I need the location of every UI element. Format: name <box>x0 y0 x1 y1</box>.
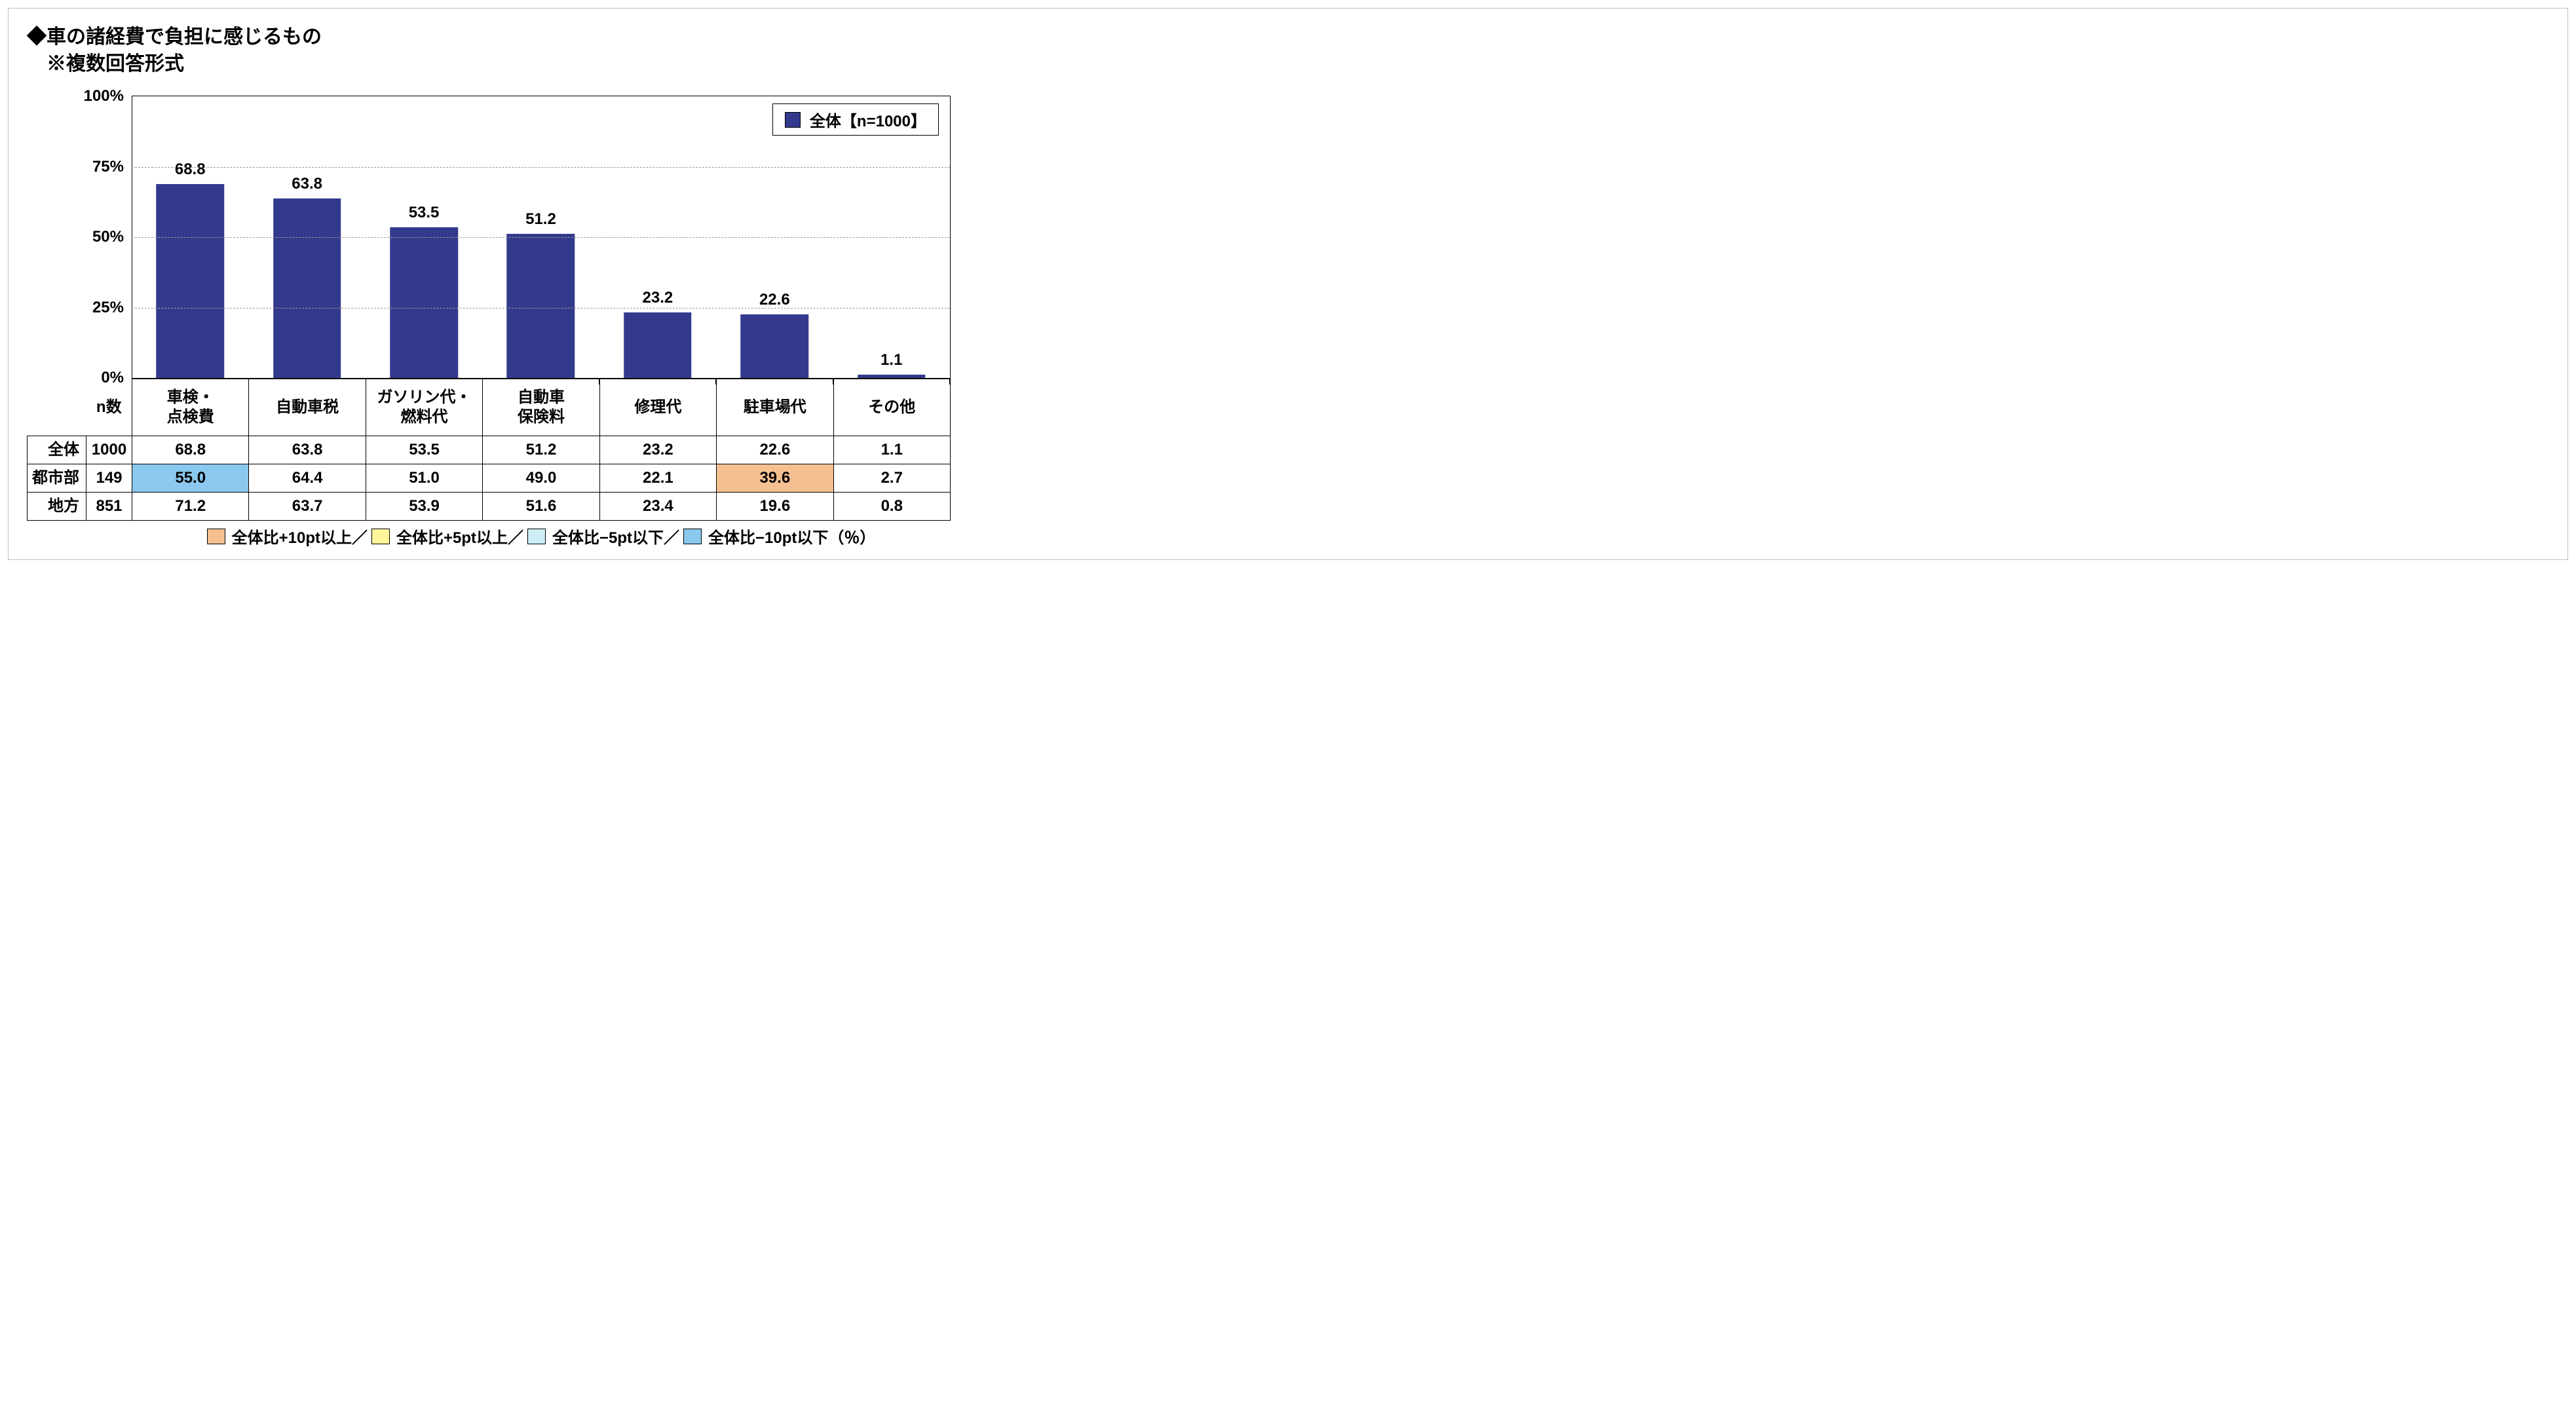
title-line2: ※複数回答形式 <box>27 51 2549 78</box>
n-value: 149 <box>86 464 132 493</box>
y-tick-label: 0% <box>75 369 124 387</box>
x-tick <box>599 378 715 384</box>
footer-label: 全体比+10pt以上／ <box>232 525 368 548</box>
footer-swatch <box>683 529 702 544</box>
data-table: n数車検・点検費自動車税ガソリン代・燃料代自動車保険料修理代駐車場代その他全体1… <box>27 379 951 521</box>
data-cell: 1.1 <box>833 436 950 464</box>
data-cell: 0.8 <box>833 493 950 521</box>
y-tick-label: 75% <box>75 158 124 176</box>
bar <box>273 198 341 378</box>
data-cell: 71.2 <box>132 493 249 521</box>
series-legend: 全体【n=1000】 <box>772 103 939 136</box>
row-label: 都市部 <box>28 464 86 493</box>
category-label: ガソリン代・燃料代 <box>366 379 482 436</box>
bar <box>624 312 691 378</box>
page-container: ◆車の諸経費で負担に感じるもの ※複数回答形式 全体【n=1000】 68.86… <box>8 8 2568 560</box>
x-tick <box>248 378 365 384</box>
bar <box>390 227 457 378</box>
data-cell: 2.7 <box>833 464 950 493</box>
bar <box>156 184 223 378</box>
y-tick-label: 50% <box>75 228 124 246</box>
bar <box>741 314 808 378</box>
data-cell: 23.4 <box>599 493 716 521</box>
bar-value-label: 1.1 <box>881 351 902 369</box>
n-value: 851 <box>86 493 132 521</box>
data-cell: 63.8 <box>249 436 366 464</box>
bar-value-label: 22.6 <box>759 291 790 309</box>
data-cell: 68.8 <box>132 436 249 464</box>
data-cell: 39.6 <box>717 464 833 493</box>
category-label: 自動車税 <box>249 379 366 436</box>
chart-area: 全体【n=1000】 68.863.853.551.223.222.61.1 0… <box>132 96 951 548</box>
x-tick <box>482 378 599 384</box>
data-cell: 51.6 <box>483 493 599 521</box>
data-cell: 64.4 <box>249 464 366 493</box>
legend-label: 全体【n=1000】 <box>810 108 926 131</box>
data-cell: 51.2 <box>483 436 599 464</box>
x-tick-marks <box>132 378 950 384</box>
data-cell: 53.9 <box>366 493 482 521</box>
category-label: 自動車保険料 <box>483 379 599 436</box>
category-row: n数車検・点検費自動車税ガソリン代・燃料代自動車保険料修理代駐車場代その他 <box>28 379 951 436</box>
data-cell: 19.6 <box>717 493 833 521</box>
bar-value-label: 68.8 <box>175 160 206 179</box>
footer-swatch <box>527 529 546 544</box>
category-label: 修理代 <box>599 379 716 436</box>
title-line1: ◆車の諸経費で負担に感じるもの <box>27 26 322 48</box>
category-label: その他 <box>833 379 950 436</box>
category-label: 車検・点検費 <box>132 379 249 436</box>
footer-label: 全体比−10pt以下（％） <box>708 525 875 548</box>
data-cell: 53.5 <box>366 436 482 464</box>
data-cell: 51.0 <box>366 464 482 493</box>
legend-swatch <box>785 112 801 128</box>
x-tick <box>715 378 832 384</box>
blank-cell <box>28 379 86 436</box>
table-row: 全体100068.863.853.551.223.222.61.1 <box>28 436 951 464</box>
table-row: 地方85171.263.753.951.623.419.60.8 <box>28 493 951 521</box>
data-cell: 55.0 <box>132 464 249 493</box>
table-row: 都市部14955.064.451.049.022.139.62.7 <box>28 464 951 493</box>
data-cell: 22.1 <box>599 464 716 493</box>
footer-label: 全体比+5pt以上／ <box>396 525 523 548</box>
bar-value-label: 51.2 <box>525 210 556 229</box>
row-label: 全体 <box>28 436 86 464</box>
row-label: 地方 <box>28 493 86 521</box>
x-tick <box>366 378 482 384</box>
n-header: n数 <box>86 379 132 436</box>
category-label: 駐車場代 <box>717 379 833 436</box>
chart-title: ◆車の諸経費で負担に感じるもの ※複数回答形式 <box>27 24 2549 77</box>
gridline <box>132 237 950 238</box>
data-cell: 23.2 <box>599 436 716 464</box>
x-tick <box>833 378 950 384</box>
x-tick <box>132 378 248 384</box>
data-cell: 63.7 <box>249 493 366 521</box>
footer-swatch <box>371 529 390 544</box>
bar-value-label: 23.2 <box>643 289 673 307</box>
y-tick-label: 25% <box>75 299 124 317</box>
data-cell: 49.0 <box>483 464 599 493</box>
n-value: 1000 <box>86 436 132 464</box>
y-tick-label: 100% <box>75 87 124 105</box>
plot-area: 68.863.853.551.223.222.61.1 0%25%50%75%1… <box>132 96 951 379</box>
gridline <box>132 167 950 168</box>
footer-legend: 全体比+10pt以上／ 全体比+5pt以上／ 全体比−5pt以下／ 全体比−10pt以… <box>132 525 951 548</box>
bar-value-label: 53.5 <box>409 204 440 222</box>
bar-value-label: 63.8 <box>292 175 322 193</box>
bar <box>507 234 575 378</box>
footer-label: 全体比−5pt以下／ <box>552 525 679 548</box>
footer-swatch <box>207 529 225 544</box>
data-cell: 22.6 <box>717 436 833 464</box>
